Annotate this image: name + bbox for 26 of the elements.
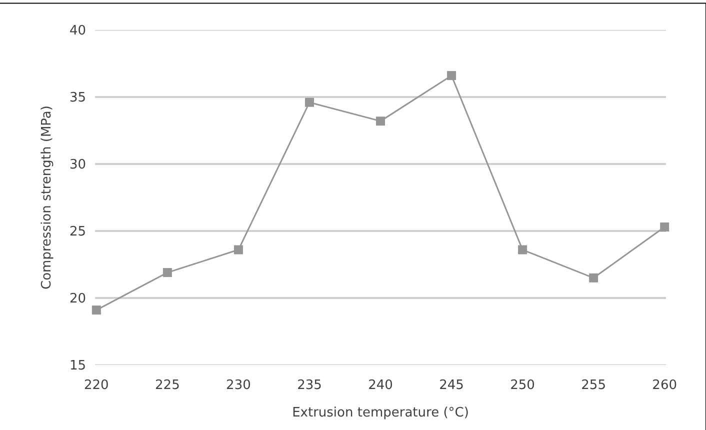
- point: [162, 268, 172, 278]
- y-tick-label: 30: [69, 158, 86, 173]
- y-tick-label: 40: [69, 24, 86, 39]
- x-tick-label: 240: [368, 378, 393, 393]
- x-tick-label: 250: [510, 378, 535, 393]
- y-tick-label: 25: [69, 224, 86, 240]
- x-tick-label: 230: [226, 378, 251, 393]
- y-tick-label: 35: [69, 90, 86, 106]
- point: [304, 98, 314, 107]
- point: [234, 245, 243, 254]
- x-tick-label: 245: [439, 378, 464, 393]
- point: [447, 71, 456, 80]
- y-axis-title: Compression strength (MPa): [39, 106, 54, 290]
- x-tick-label: 220: [84, 378, 109, 393]
- x-tick-label: 260: [652, 378, 677, 393]
- x-tick-label: 225: [155, 378, 180, 393]
- y-tick-label: 20: [69, 292, 86, 307]
- point: [660, 222, 670, 232]
- x-tick-label: 255: [581, 378, 606, 393]
- x-tick-label: 235: [297, 378, 322, 393]
- point: [92, 306, 101, 315]
- point: [589, 273, 598, 282]
- y-tick-label: 15: [69, 358, 86, 374]
- x-axis-title: Extrusion temperature (°C): [292, 406, 469, 421]
- point: [518, 245, 528, 254]
- point: [376, 116, 385, 126]
